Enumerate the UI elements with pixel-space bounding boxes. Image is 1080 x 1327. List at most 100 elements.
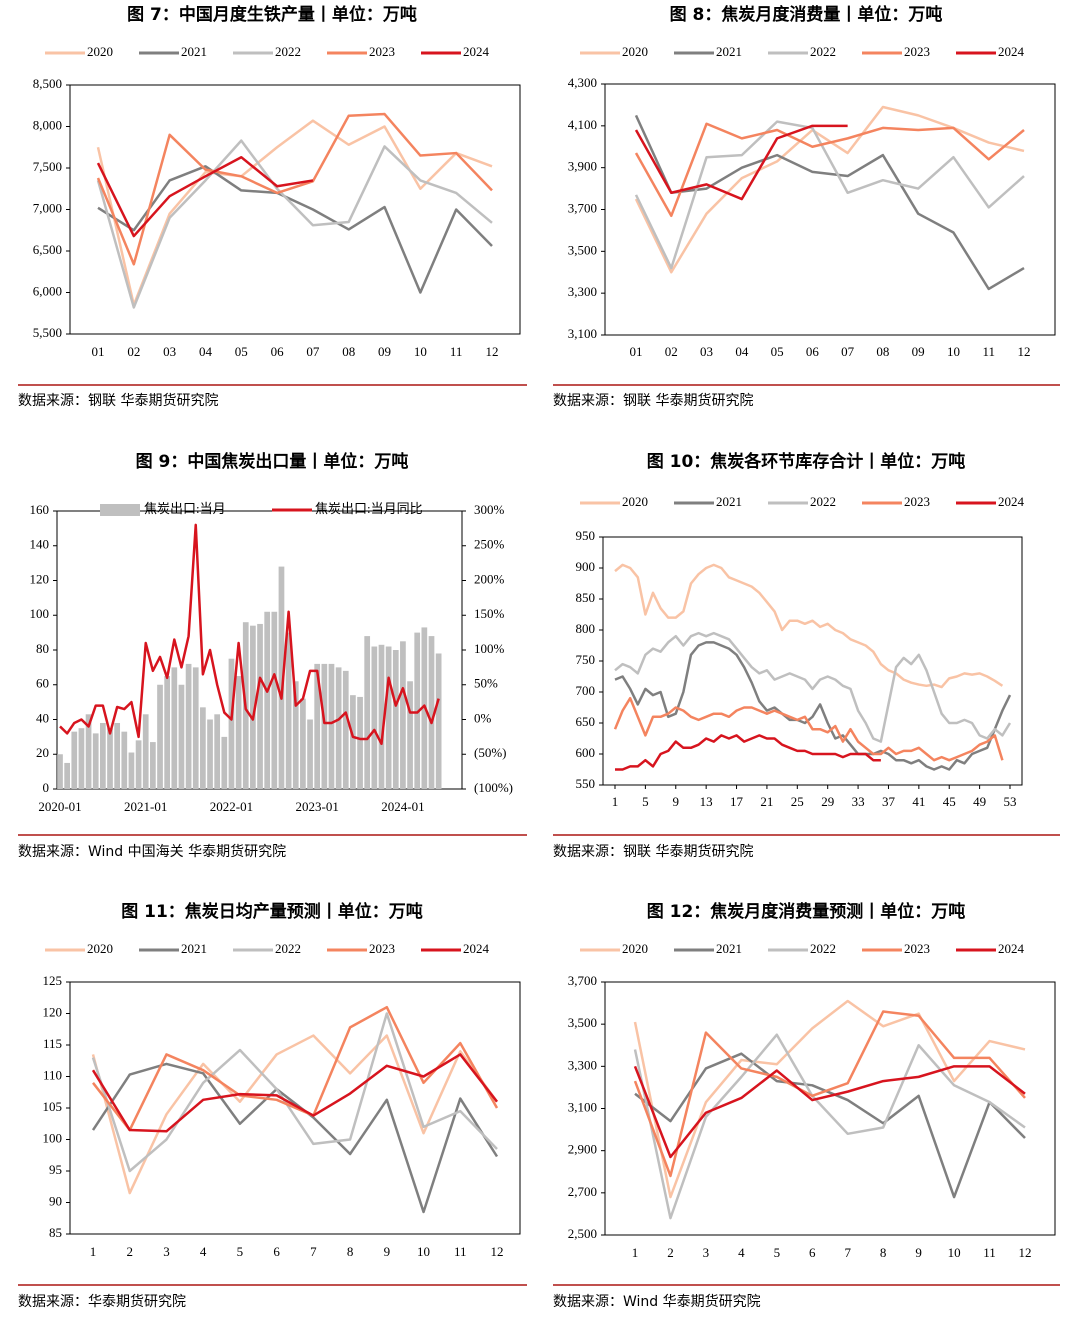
- series-line: [614, 563, 1004, 689]
- series-line: [614, 641, 1012, 771]
- y-tick-label: 110: [43, 1067, 62, 1082]
- series-line: [96, 119, 493, 307]
- y-tick-label: 3,300: [568, 284, 597, 299]
- x-tick-label: 6: [273, 1244, 280, 1259]
- series-line: [634, 1052, 1026, 1199]
- y-tick-label: 700: [576, 683, 596, 698]
- bar: [228, 658, 235, 789]
- x-tick-label: 08: [342, 344, 355, 359]
- chart-title: 图 9：中国焦炭出口量丨单位：万吨: [136, 451, 409, 472]
- y-tick-label: 3,500: [568, 242, 597, 257]
- x-tick-label: 7: [310, 1244, 317, 1259]
- chart-title: 图 10：焦炭各环节库存合计丨单位：万吨: [647, 451, 966, 472]
- series-line: [59, 523, 440, 746]
- legend-label: 2021: [181, 941, 207, 956]
- y-tick-label: 2,500: [568, 1226, 597, 1241]
- y-tick-label: 95: [49, 1162, 62, 1177]
- bar: [64, 762, 71, 789]
- legend-label: 2021: [181, 44, 207, 59]
- y-tick-label: 3,100: [568, 1099, 597, 1114]
- x-tick-label: 8: [880, 1245, 887, 1260]
- x-tick-label: 04: [199, 344, 213, 359]
- x-tick-label: 2020-01: [38, 799, 81, 814]
- x-tick-label: 37: [882, 794, 896, 809]
- legend-label: 2023: [904, 44, 930, 59]
- y-tick-label: 2,900: [568, 1142, 597, 1157]
- source-note: 数据来源：Wind 中国海关 华泰期货研究院: [18, 843, 286, 860]
- series-line: [92, 1005, 499, 1132]
- y-tick-label: 5,500: [33, 325, 62, 340]
- x-tick-label: 9: [384, 1244, 391, 1259]
- y-tick-label: 100: [43, 1130, 63, 1145]
- bar: [128, 752, 135, 789]
- x-tick-label: 13: [700, 794, 713, 809]
- y-tick-label: 7,000: [33, 200, 62, 215]
- x-tick-label: 7: [844, 1245, 851, 1260]
- bar: [157, 684, 163, 789]
- y-tick-label: 60: [36, 676, 49, 691]
- bar: [221, 736, 228, 789]
- bar: [328, 663, 335, 789]
- legend-label: 2024: [463, 44, 490, 59]
- y-tick-label: 0: [43, 780, 50, 795]
- y-tick-label: 6,500: [33, 242, 62, 257]
- chart-title: 图 8：焦炭月度消费量丨单位：万吨: [670, 4, 943, 25]
- x-tick-label: 9: [673, 794, 680, 809]
- bar: [335, 667, 342, 789]
- legend-label: 2022: [810, 494, 836, 509]
- x-tick-label: 10: [948, 1245, 961, 1260]
- series-line: [97, 165, 493, 294]
- y-tick-label: 800: [576, 621, 596, 636]
- x-tick-label: 29: [821, 794, 834, 809]
- y-tick-label: 900: [576, 559, 596, 574]
- bar: [85, 714, 92, 789]
- y-tick-label: 3,500: [568, 1015, 597, 1030]
- bar: [385, 646, 392, 789]
- bar: [171, 667, 178, 789]
- series-line: [633, 1010, 1026, 1178]
- legend-label: 2023: [904, 941, 930, 956]
- bar: [364, 636, 371, 789]
- source-note: 数据来源：钢联 华泰期货研究院: [553, 843, 753, 860]
- x-tick-label: 01: [630, 344, 643, 359]
- y-tick-label: 600: [576, 745, 596, 760]
- bar: [200, 707, 206, 789]
- bar: [107, 728, 113, 789]
- x-tick-label: 12: [1019, 1245, 1032, 1260]
- x-tick-label: 01: [92, 344, 105, 359]
- x-tick-label: 5: [237, 1244, 244, 1259]
- y-tick-label: 950: [576, 528, 596, 543]
- y-tick-label: 4,300: [568, 75, 597, 90]
- series-line: [615, 734, 881, 771]
- x-tick-label: 2021-01: [124, 799, 167, 814]
- series-line: [91, 1053, 498, 1133]
- x-tick-label: 4: [200, 1244, 207, 1259]
- series-line: [634, 114, 1025, 291]
- y2-tick-label: 0%: [474, 710, 492, 725]
- x-tick-label: 03: [163, 344, 176, 359]
- series-line: [634, 120, 1025, 270]
- y2-tick-label: (50%): [474, 745, 507, 760]
- series-line: [633, 1033, 1026, 1220]
- bar: [150, 742, 156, 789]
- source-note: 数据来源：钢联 华泰期货研究院: [553, 392, 753, 409]
- legend-label: 2022: [810, 44, 836, 59]
- y-tick-label: 3,900: [568, 159, 597, 174]
- x-tick-label: 6: [809, 1245, 816, 1260]
- x-tick-label: 25: [791, 794, 804, 809]
- y-tick-label: 20: [36, 745, 49, 760]
- y-tick-label: 115: [43, 1036, 62, 1051]
- x-tick-label: 5: [642, 794, 649, 809]
- y-tick-label: 3,100: [568, 326, 597, 341]
- bar: [142, 714, 149, 789]
- y2-tick-label: 100%: [474, 641, 505, 656]
- bar: [185, 663, 192, 789]
- bar: [192, 667, 199, 789]
- bar: [371, 646, 378, 789]
- legend-label: 2020: [622, 44, 648, 59]
- x-tick-label: 5: [774, 1245, 781, 1260]
- x-tick-label: 4: [738, 1245, 745, 1260]
- bar: [407, 681, 413, 789]
- bar: [285, 632, 292, 789]
- legend-label: 焦炭出口:当月: [144, 501, 226, 516]
